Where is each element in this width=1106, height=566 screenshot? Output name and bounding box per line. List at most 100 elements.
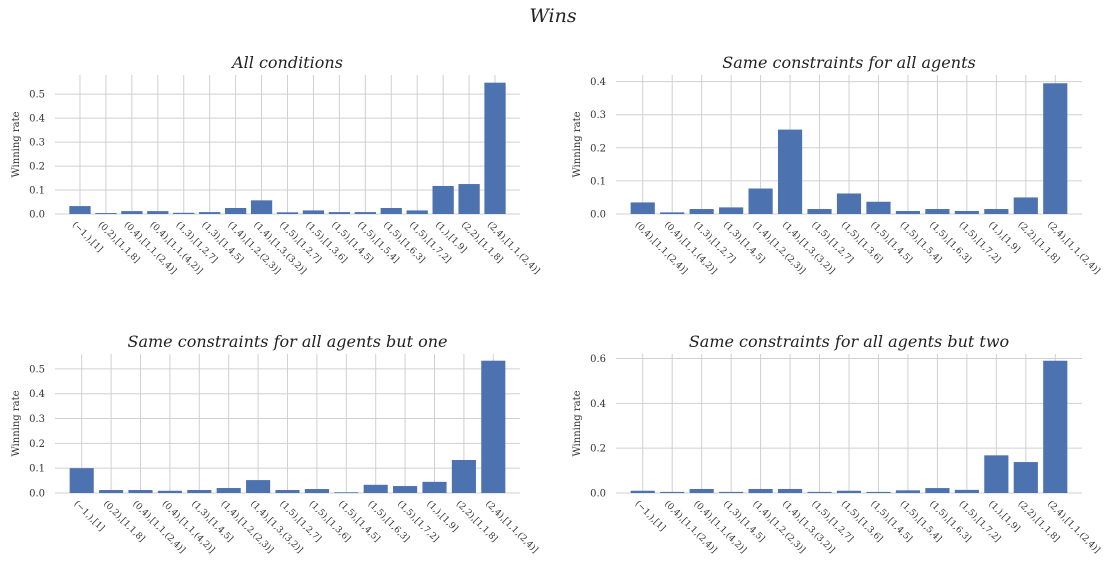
bar	[748, 188, 773, 214]
x-tick-label: (2,4),[1,1,(2,4)]	[483, 498, 540, 555]
bar	[422, 481, 447, 493]
bar	[719, 491, 744, 493]
bar	[406, 210, 428, 214]
y-tick-label: 0.0	[29, 489, 45, 500]
bar	[807, 491, 832, 493]
bar	[1013, 197, 1038, 214]
bar	[69, 206, 91, 214]
bar	[777, 129, 803, 214]
bar	[199, 212, 221, 214]
y-tick-label: 0.6	[590, 354, 606, 365]
bar	[157, 490, 182, 493]
bar	[334, 492, 359, 494]
y-tick-label: 0.1	[29, 186, 45, 197]
bar	[393, 486, 418, 493]
bar	[95, 213, 117, 214]
chart-panel-4: Same constraints for all agents but two 0…	[572, 332, 1102, 555]
y-axis-label: Winning rate	[572, 111, 583, 177]
x-tick-label: (0,4),[1,1,(2,4)]	[130, 498, 187, 555]
chart-panel-1: All conditions 0.0 0.1 0.2 0.3 0.4 0.5 Winning …	[11, 53, 542, 276]
y-axis-label: Winning rate	[11, 390, 22, 456]
bar	[895, 211, 921, 214]
chart-panel-2: Same constraints for all agents 0.0 0.1 0.2…	[572, 53, 1102, 276]
bar	[224, 208, 247, 214]
bar	[895, 490, 921, 493]
y-tick-label: 0.2	[590, 444, 606, 455]
y-tick-label: 0.3	[29, 414, 45, 425]
bar	[147, 211, 169, 214]
x-tick-label: (0,4),[1,1,(2,4)]	[633, 219, 690, 276]
y-tick-label: 0.2	[29, 162, 45, 173]
chart-title: Same constraints for all agents	[722, 53, 975, 72]
x-tick-label: (0,4),[1,1,(4,2)]	[662, 219, 719, 276]
bar	[481, 360, 506, 493]
bar	[250, 200, 273, 214]
bar	[1043, 360, 1068, 493]
bar	[484, 82, 506, 214]
figure-title: Wins	[529, 5, 577, 27]
bar	[451, 459, 476, 493]
y-tick-label: 0.4	[29, 389, 45, 400]
bar	[304, 489, 329, 493]
bar	[660, 491, 685, 493]
bar	[302, 210, 325, 214]
bar	[246, 480, 271, 493]
x-tick-label: (0,4),[1,1,(4,2)]	[692, 498, 749, 555]
bar	[121, 211, 143, 214]
y-tick-label: 0.1	[590, 176, 606, 187]
x-tick-label: (2,4),[1,1,(2,4)]	[1045, 219, 1102, 276]
bar	[216, 488, 241, 493]
y-axis-label: Winning rate	[572, 390, 583, 456]
x-tick-label: (2,4),[1,1,(2,4)]	[1045, 498, 1102, 555]
bar	[630, 202, 655, 214]
bar	[276, 212, 299, 214]
bar	[432, 185, 454, 214]
bar	[984, 455, 1009, 493]
bar	[328, 212, 351, 214]
x-tick-label: (−1,),[1]	[72, 498, 107, 533]
x-tick-label: (1,4),[1,3,(3,2)]	[248, 498, 305, 555]
chart-title: Same constraints for all agents but two	[689, 332, 1009, 351]
chart-panel-3: Same constraints for all agents but one 0…	[11, 332, 540, 555]
x-tick-label: (1,4),[1,2,(2,3)]	[219, 498, 276, 555]
x-tick-label: (1,4),[1,2,(2,3)]	[750, 498, 807, 555]
y-tick-label: 0.2	[590, 143, 606, 154]
bar	[173, 212, 195, 214]
y-tick-label: 0.0	[29, 210, 45, 221]
bar	[807, 209, 832, 214]
bar	[866, 201, 891, 214]
bar	[748, 488, 773, 493]
bar	[660, 212, 685, 214]
x-tick-label: (1,4),[1,2,(2,3)]	[750, 219, 807, 276]
y-tick-label: 0.5	[29, 364, 45, 375]
x-tick-label: (0,4),[1,1,(2,4)]	[662, 498, 719, 555]
x-tick-label: (0,4),[1,1,(4,2)]	[160, 498, 217, 555]
bar	[630, 490, 655, 493]
bar	[836, 490, 862, 493]
x-tick-label: (1,4),[1,3,(3,2)]	[780, 219, 837, 276]
y-tick-label: 0.0	[590, 210, 606, 221]
x-tick-label: (−1,),[1]	[633, 498, 668, 533]
bar	[689, 488, 714, 493]
bar	[954, 489, 979, 493]
y-axis-label: Winning rate	[11, 111, 22, 177]
bar	[69, 468, 94, 493]
bar	[187, 490, 212, 493]
chart-title: All conditions	[230, 53, 343, 72]
bar	[458, 184, 480, 214]
bar	[954, 211, 979, 214]
bar	[1043, 83, 1068, 215]
y-tick-label: 0.4	[29, 114, 45, 125]
bar	[354, 212, 376, 214]
bar	[836, 193, 862, 214]
bar	[984, 209, 1009, 214]
y-tick-label: 0.3	[29, 138, 45, 149]
y-tick-label: 0.4	[590, 77, 606, 88]
bar	[1013, 462, 1038, 493]
y-tick-label: 0.2	[29, 439, 45, 450]
y-tick-label: 0.4	[590, 399, 606, 410]
bar	[866, 491, 891, 493]
y-tick-label: 0.3	[590, 110, 606, 121]
y-tick-label: 0.5	[29, 90, 45, 101]
